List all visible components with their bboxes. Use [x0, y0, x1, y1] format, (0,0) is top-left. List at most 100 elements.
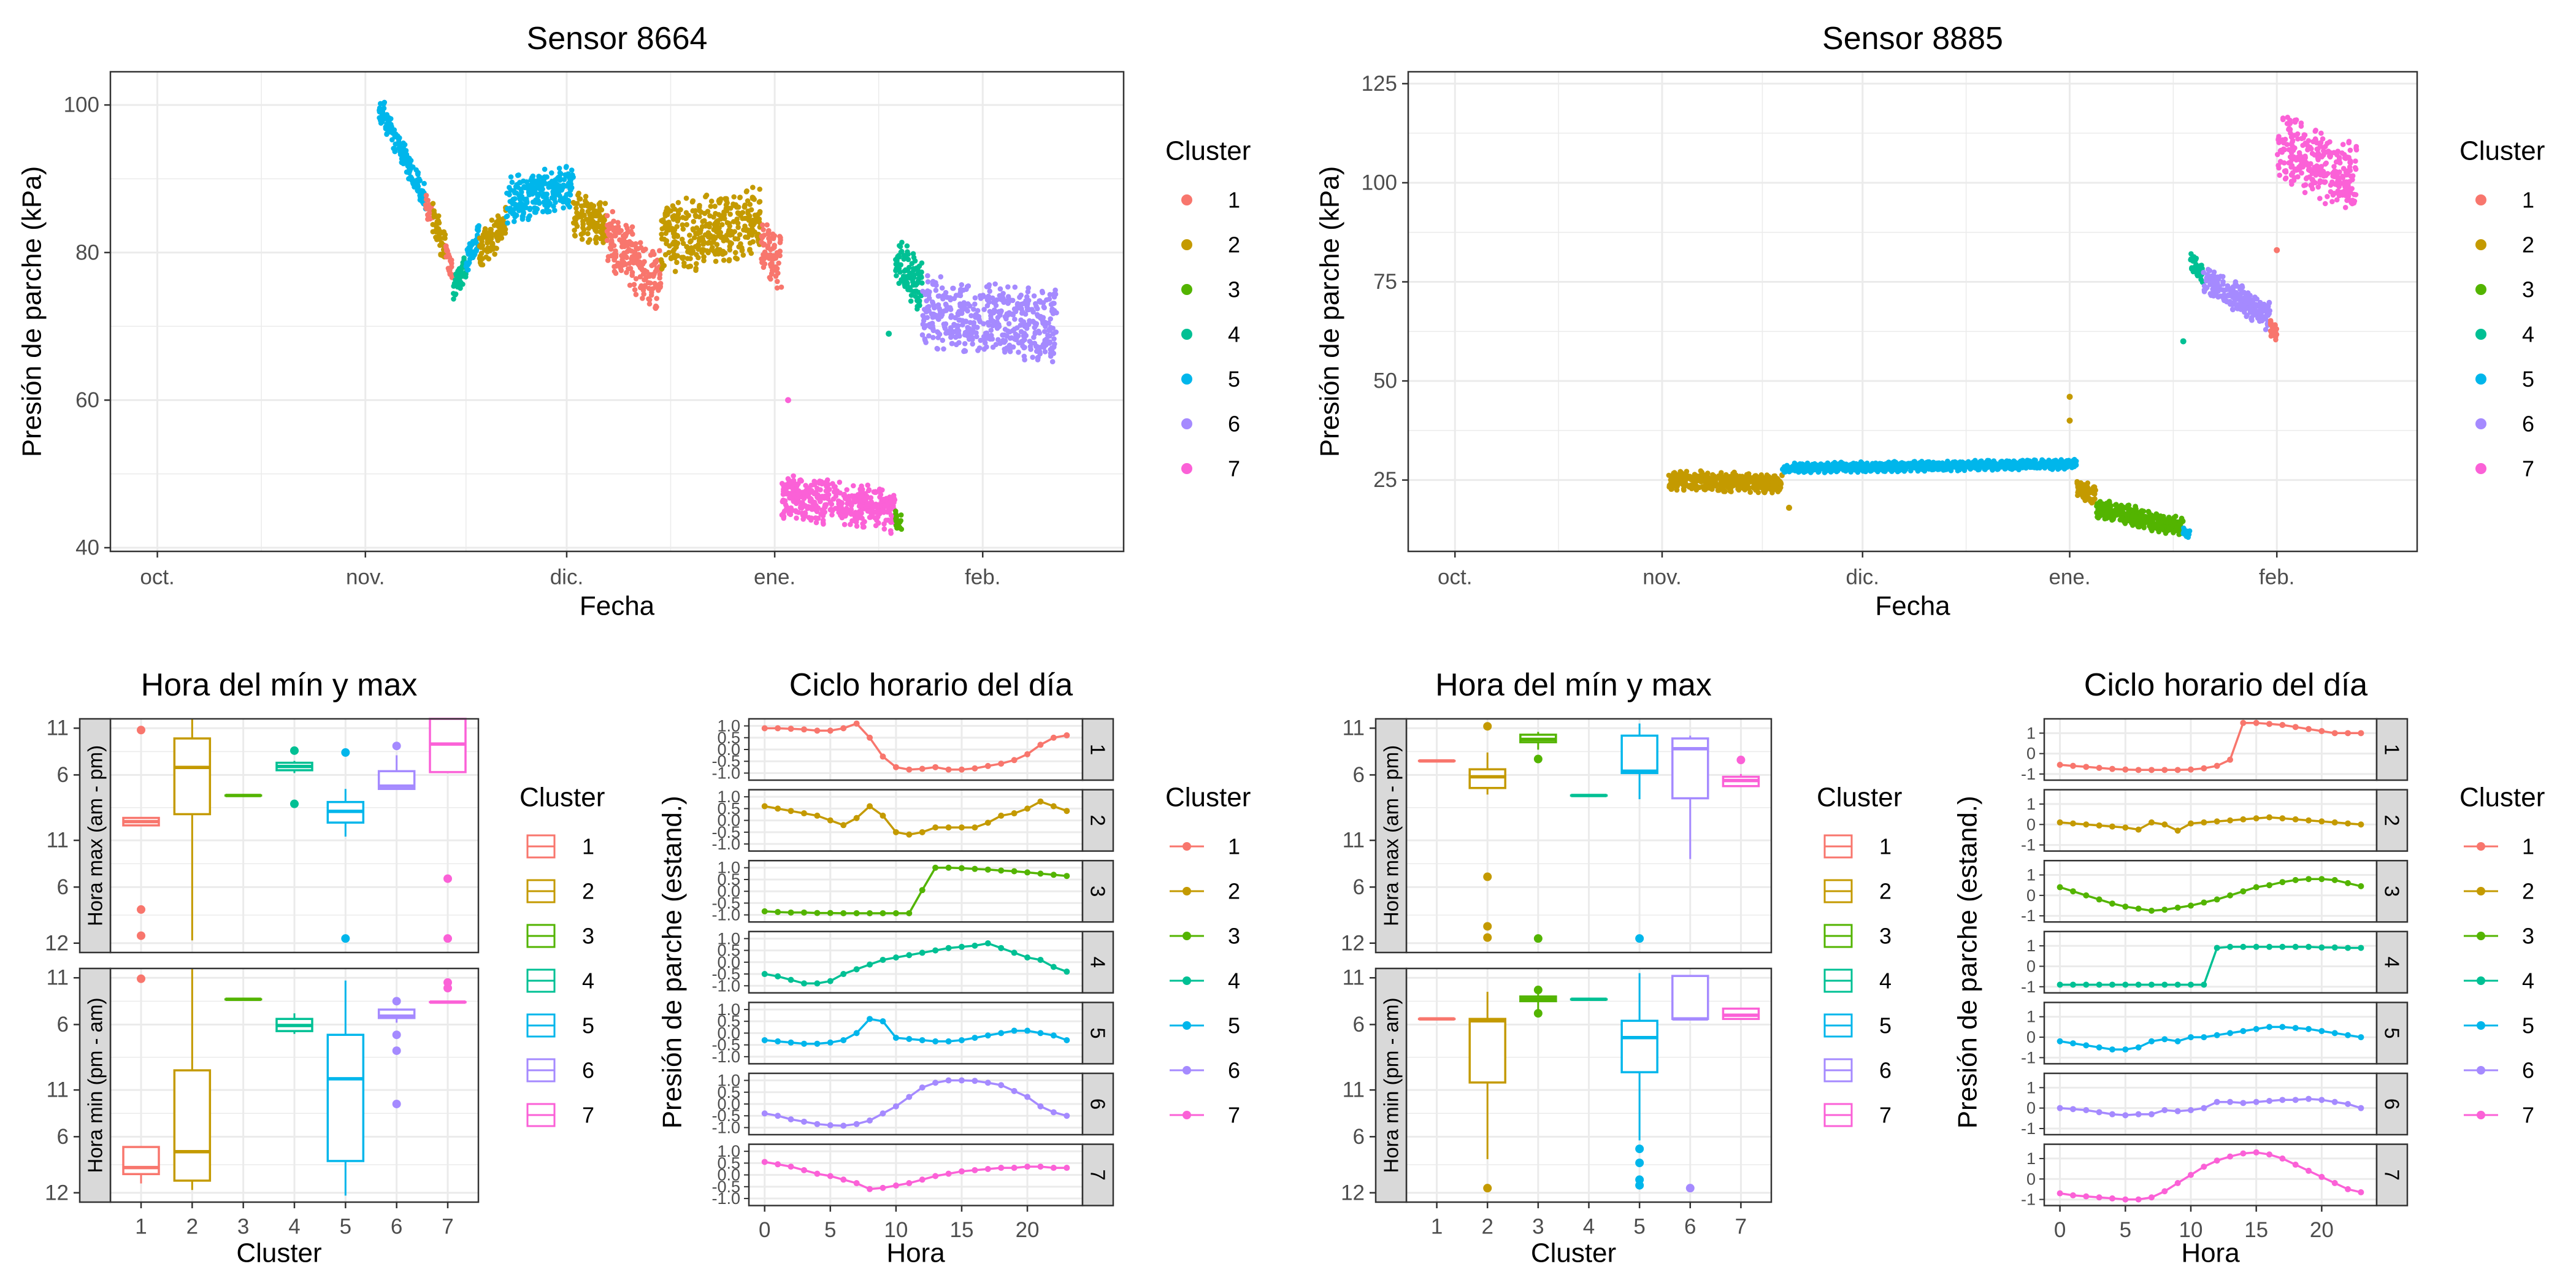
- data-point: [990, 344, 996, 350]
- data-point: [1841, 465, 1847, 471]
- data-point: [833, 493, 839, 499]
- data-point: [1033, 323, 1039, 328]
- data-point: [1789, 466, 1795, 471]
- data-point: [848, 512, 854, 517]
- data-point: [2220, 274, 2226, 280]
- data-point: [1990, 467, 1995, 473]
- data-point: [733, 202, 738, 208]
- data-point: [788, 494, 793, 500]
- data-point: [569, 167, 575, 173]
- data-point: [1705, 470, 1711, 476]
- data-point: [2353, 158, 2358, 164]
- data-point: [724, 204, 730, 210]
- data-point: [507, 185, 512, 191]
- data-point: [813, 519, 819, 526]
- data-point: [2260, 315, 2266, 321]
- data-point: [534, 180, 540, 186]
- data-point: [585, 239, 591, 245]
- data-point: [627, 282, 633, 288]
- data-point: [1863, 467, 1869, 472]
- data-point: [2353, 192, 2359, 197]
- data-point: [407, 159, 413, 164]
- data-point: [1868, 466, 1874, 472]
- data-point: [2317, 196, 2323, 201]
- data-point: [425, 212, 431, 218]
- data-point: [2123, 517, 2129, 523]
- data-point: [1875, 461, 1880, 467]
- data-point: [413, 167, 419, 173]
- data-point: [1847, 463, 1853, 469]
- data-point: [965, 327, 971, 333]
- data-point: [2277, 172, 2282, 178]
- data-point: [2104, 500, 2109, 506]
- data-point: [2133, 514, 2139, 520]
- data-point: [651, 262, 657, 267]
- data-point: [632, 287, 638, 293]
- data-point: [711, 222, 718, 228]
- data-point: [1747, 485, 1752, 491]
- data-point: [724, 196, 729, 202]
- data-point: [578, 231, 584, 237]
- data-point: [623, 253, 629, 259]
- data-point: [2288, 164, 2294, 170]
- data-point: [2295, 174, 2301, 180]
- data-point: [851, 483, 856, 489]
- data-point: [1012, 284, 1018, 290]
- data-point: [748, 207, 754, 213]
- data-point: [872, 515, 878, 521]
- data-point: [990, 323, 995, 329]
- data-point: [1795, 468, 1801, 473]
- data-point: [718, 216, 724, 222]
- data-point: [2149, 512, 2154, 518]
- data-point: [733, 255, 738, 261]
- data-point: [2071, 464, 2077, 470]
- data-point: [448, 258, 453, 264]
- data-point: [476, 223, 481, 229]
- data-point: [696, 204, 702, 210]
- data-point: [2090, 485, 2096, 491]
- data-point: [575, 192, 581, 198]
- data-point: [746, 217, 752, 223]
- data-point: [2190, 258, 2196, 264]
- data-point: [898, 512, 904, 518]
- data-point: [737, 194, 743, 201]
- data-point: [629, 248, 635, 254]
- data-point: [566, 191, 572, 197]
- data-point: [962, 341, 968, 347]
- data-point: [822, 480, 829, 485]
- data-point: [1825, 460, 1831, 466]
- data-point: [2193, 264, 2199, 270]
- data-point: [762, 261, 768, 267]
- data-point: [465, 267, 470, 273]
- data-point: [1006, 329, 1013, 335]
- data-point: [572, 228, 577, 233]
- data-point: [435, 218, 442, 224]
- data-point: [526, 217, 531, 223]
- data-point: [2159, 526, 2165, 531]
- data-point: [619, 243, 625, 250]
- legend-key-point: [1181, 329, 1192, 340]
- data-point: [740, 210, 746, 215]
- data-point: [1042, 320, 1048, 325]
- data-point: [2239, 285, 2245, 290]
- data-point: [1035, 313, 1041, 319]
- data-point: [935, 329, 941, 335]
- data-point: [572, 232, 578, 239]
- data-point: [561, 205, 566, 211]
- data-point: [988, 328, 994, 333]
- x-tick-label: ene.: [754, 565, 795, 589]
- data-point: [640, 296, 645, 301]
- data-point: [2309, 146, 2314, 151]
- data-point: [2163, 519, 2169, 525]
- data-point: [2323, 172, 2328, 177]
- data-point: [795, 510, 802, 515]
- data-point: [646, 274, 653, 279]
- data-point: [721, 258, 727, 263]
- data-point: [2080, 493, 2085, 499]
- data-point: [1711, 473, 1717, 479]
- data-point: [987, 309, 993, 315]
- data-point: [604, 213, 610, 219]
- data-point: [495, 237, 500, 243]
- data-point: [938, 274, 944, 280]
- data-point: [888, 519, 894, 525]
